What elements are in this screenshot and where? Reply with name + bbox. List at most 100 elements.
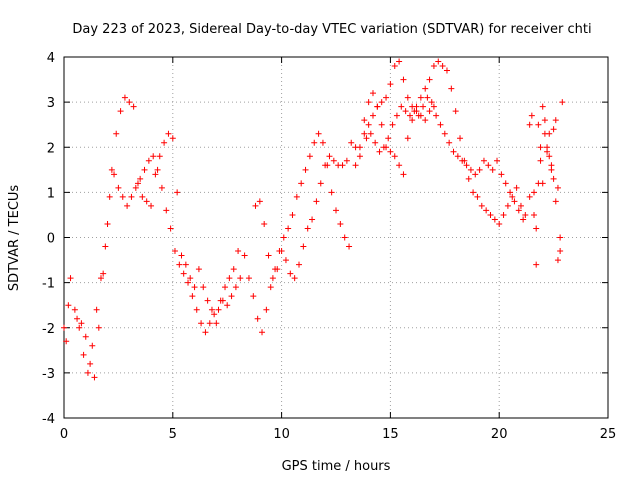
data-point — [269, 275, 276, 282]
data-point — [554, 184, 561, 191]
data-point — [391, 153, 398, 160]
data-point — [513, 184, 520, 191]
data-point — [341, 234, 348, 241]
data-point — [189, 293, 196, 300]
series-track-c — [241, 130, 353, 336]
data-point — [494, 157, 501, 164]
data-point — [474, 193, 481, 200]
data-point — [541, 130, 548, 137]
data-point — [182, 261, 189, 268]
data-point — [348, 139, 355, 146]
data-point — [417, 94, 424, 101]
series-track-d — [252, 58, 437, 282]
data-point — [158, 184, 165, 191]
data-point — [380, 144, 387, 151]
data-point — [387, 148, 394, 155]
data-point — [106, 193, 113, 200]
data-point — [365, 121, 372, 128]
data-point — [213, 320, 220, 327]
data-point — [117, 108, 124, 115]
data-point — [504, 202, 511, 209]
data-point — [515, 207, 522, 214]
data-point — [550, 126, 557, 133]
data-point — [119, 193, 126, 200]
grid-layer — [64, 57, 608, 418]
data-point — [111, 171, 118, 178]
data-point — [326, 153, 333, 160]
data-point — [87, 360, 94, 367]
data-point — [396, 162, 403, 169]
data-point — [93, 306, 100, 313]
data-point — [185, 279, 192, 286]
data-point — [415, 112, 422, 119]
data-point — [363, 135, 370, 142]
data-point — [489, 166, 496, 173]
x-tick-label: 0 — [60, 427, 68, 442]
data-point — [165, 130, 172, 137]
data-point — [141, 166, 148, 173]
data-point — [121, 94, 128, 101]
data-point — [250, 293, 257, 300]
data-point — [84, 369, 91, 376]
x-tick-label: 10 — [273, 427, 290, 442]
data-point — [143, 198, 150, 205]
data-point — [548, 166, 555, 173]
data-point — [422, 117, 429, 124]
y-tick-label: 1 — [47, 186, 55, 201]
data-point — [520, 216, 527, 223]
data-point — [367, 130, 374, 137]
data-point — [457, 135, 464, 142]
data-point — [433, 112, 440, 119]
data-point — [328, 189, 335, 196]
data-point — [441, 130, 448, 137]
data-point — [289, 211, 296, 218]
data-point — [187, 275, 194, 282]
data-point — [437, 121, 444, 128]
data-point — [500, 211, 507, 218]
data-point — [163, 207, 170, 214]
data-point — [152, 171, 159, 178]
data-point — [559, 99, 566, 106]
data-point — [191, 284, 198, 291]
data-point — [63, 338, 70, 345]
data-point — [128, 193, 135, 200]
data-point — [115, 184, 122, 191]
data-point — [174, 189, 181, 196]
data-point — [300, 243, 307, 250]
data-point — [235, 248, 242, 255]
x-tick-label: 25 — [600, 427, 617, 442]
data-point — [228, 293, 235, 300]
data-point — [82, 333, 89, 340]
data-point — [95, 324, 102, 331]
data-point — [531, 189, 538, 196]
data-point — [430, 63, 437, 70]
data-point — [65, 302, 72, 309]
data-point — [102, 243, 109, 250]
data-point — [206, 320, 213, 327]
data-point — [291, 275, 298, 282]
data-point — [402, 108, 409, 115]
y-tick-label: -3 — [42, 367, 55, 382]
data-point — [356, 153, 363, 160]
data-point — [306, 153, 313, 160]
x-tick-label: 15 — [382, 427, 399, 442]
data-point — [476, 166, 483, 173]
data-point — [502, 180, 509, 187]
data-point — [139, 193, 146, 200]
data-point — [544, 144, 551, 151]
data-point — [161, 139, 168, 146]
data-point — [309, 216, 316, 223]
data-point — [298, 180, 305, 187]
data-point — [398, 103, 405, 110]
data-point — [217, 297, 224, 304]
data-point — [374, 103, 381, 110]
data-point — [256, 198, 263, 205]
data-point — [237, 275, 244, 282]
data-point — [393, 112, 400, 119]
data-point — [193, 306, 200, 313]
data-point — [465, 175, 472, 182]
data-point — [546, 153, 553, 160]
data-point — [552, 198, 559, 205]
data-point — [496, 220, 503, 227]
data-point — [89, 342, 96, 349]
